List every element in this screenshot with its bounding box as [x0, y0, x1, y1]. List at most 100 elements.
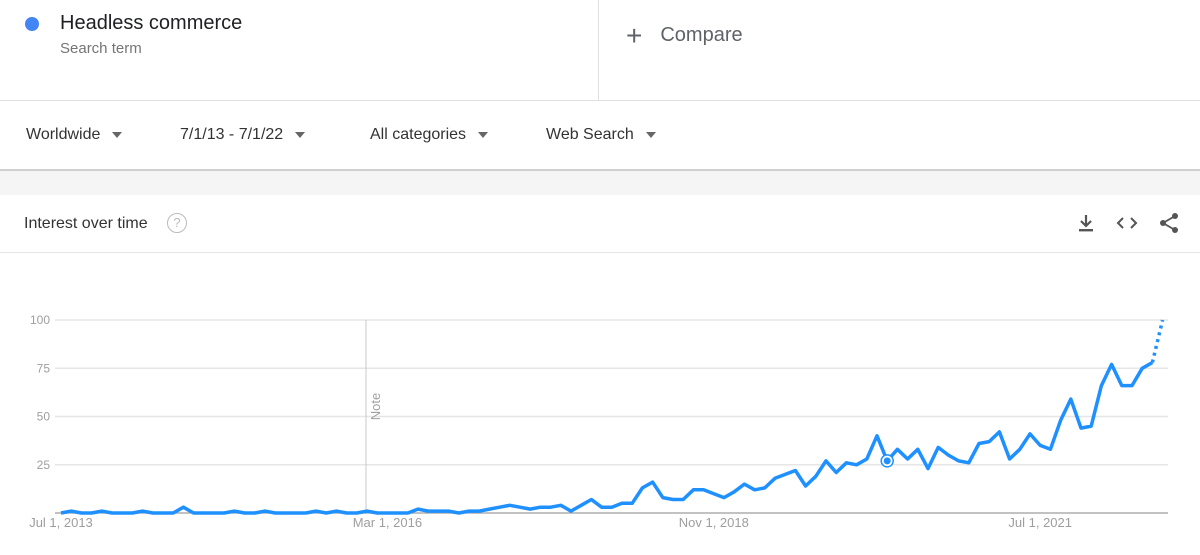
data-point	[773, 476, 777, 480]
data-point	[1089, 424, 1093, 428]
data-point	[294, 511, 298, 515]
data-point	[141, 509, 145, 513]
data-point	[579, 503, 583, 507]
data-point	[732, 490, 736, 494]
data-point	[1130, 384, 1134, 388]
search-term-card[interactable]: Headless commerce Search term	[0, 0, 599, 100]
data-point	[498, 505, 502, 509]
data-point	[508, 503, 512, 507]
data-point	[202, 511, 206, 515]
data-point	[1161, 318, 1165, 322]
interest-over-time-chart: 25 50 75 100 Jul 1, 2013 Mar 1, 2016 Nov 1, 2…	[29, 313, 1168, 530]
data-point	[569, 509, 573, 513]
category-label: All categories	[370, 126, 467, 143]
data-point	[69, 509, 73, 513]
data-point	[518, 505, 522, 509]
data-point	[406, 511, 410, 515]
data-point	[895, 447, 899, 451]
series-color-dot	[25, 17, 39, 31]
data-point	[385, 511, 389, 515]
data-point	[90, 511, 94, 515]
data-point	[987, 440, 991, 444]
data-point	[110, 511, 114, 515]
data-point	[283, 511, 287, 515]
data-point	[304, 511, 308, 515]
data-point	[600, 505, 604, 509]
data-point	[263, 509, 267, 513]
data-point	[753, 488, 757, 492]
help-icon[interactable]: ?	[167, 213, 187, 233]
data-point	[691, 488, 695, 492]
data-point	[824, 459, 828, 463]
search-term-name[interactable]: Headless commerce	[60, 12, 243, 34]
data-point	[436, 509, 440, 513]
data-point	[1110, 362, 1114, 366]
data-point	[681, 497, 685, 501]
region-dropdown[interactable]: Worldwide	[26, 126, 123, 144]
download-icon[interactable]	[1074, 211, 1098, 235]
data-point	[793, 469, 797, 473]
search-type-dropdown[interactable]: Web Search	[546, 126, 656, 144]
data-point	[844, 461, 848, 465]
data-point	[79, 511, 83, 515]
data-point	[977, 442, 981, 446]
data-point	[457, 511, 461, 515]
data-point	[875, 434, 879, 438]
data-point	[151, 511, 155, 515]
search-type-label: Web Search	[546, 126, 634, 143]
x-tick-label: Jul 1, 2021	[1008, 515, 1072, 530]
data-point	[161, 511, 165, 515]
interest-over-time-header: Interest over time ?	[0, 195, 1200, 253]
data-point	[1079, 426, 1083, 430]
data-point	[447, 509, 451, 513]
y-tick-label: 25	[37, 458, 51, 472]
section-spacer	[0, 171, 1200, 195]
data-point	[487, 507, 491, 511]
data-point	[763, 486, 767, 490]
plus-icon: +	[626, 19, 643, 51]
data-point	[855, 463, 859, 467]
data-point	[671, 497, 675, 501]
data-point	[355, 511, 359, 515]
data-point	[967, 461, 971, 465]
data-point	[334, 509, 338, 513]
data-point	[651, 480, 655, 484]
data-point	[906, 457, 910, 461]
data-point	[722, 496, 726, 500]
data-point	[1048, 447, 1052, 451]
date-range-dropdown[interactable]: 7/1/13 - 7/1/22	[180, 126, 306, 144]
data-point	[936, 445, 940, 449]
x-tick-label: Mar 1, 2016	[353, 515, 422, 530]
caret-down-icon	[112, 132, 123, 138]
data-point	[314, 509, 318, 513]
note-annotation-label[interactable]: Note	[368, 393, 383, 420]
filter-bar: Worldwide 7/1/13 - 7/1/22 All categories…	[0, 101, 1200, 171]
x-tick-label: Nov 1, 2018	[679, 515, 749, 530]
data-point	[702, 488, 706, 492]
data-point	[59, 511, 63, 515]
compare-label: Compare	[660, 24, 743, 46]
data-point	[181, 505, 185, 509]
data-point	[1069, 397, 1073, 401]
data-point	[171, 511, 175, 515]
compare-button[interactable]: + Compare	[626, 19, 743, 51]
date-range-label: 7/1/13 - 7/1/22	[180, 126, 284, 143]
data-point	[222, 511, 226, 515]
card-title: Interest over time	[24, 215, 148, 232]
data-point	[712, 492, 716, 496]
data-point	[232, 509, 236, 513]
category-dropdown[interactable]: All categories	[370, 126, 489, 144]
caret-down-icon	[478, 132, 489, 138]
data-point	[865, 457, 869, 461]
data-point	[926, 467, 930, 471]
y-tick-label: 50	[37, 410, 51, 424]
data-point	[416, 507, 420, 511]
data-point	[212, 511, 216, 515]
data-point	[396, 511, 400, 515]
data-point	[1008, 457, 1012, 461]
series-line	[60, 360, 1154, 515]
search-term-subtitle: Search term	[60, 40, 142, 57]
share-icon[interactable]	[1157, 211, 1181, 235]
data-point	[426, 509, 430, 513]
embed-icon[interactable]	[1115, 211, 1139, 235]
